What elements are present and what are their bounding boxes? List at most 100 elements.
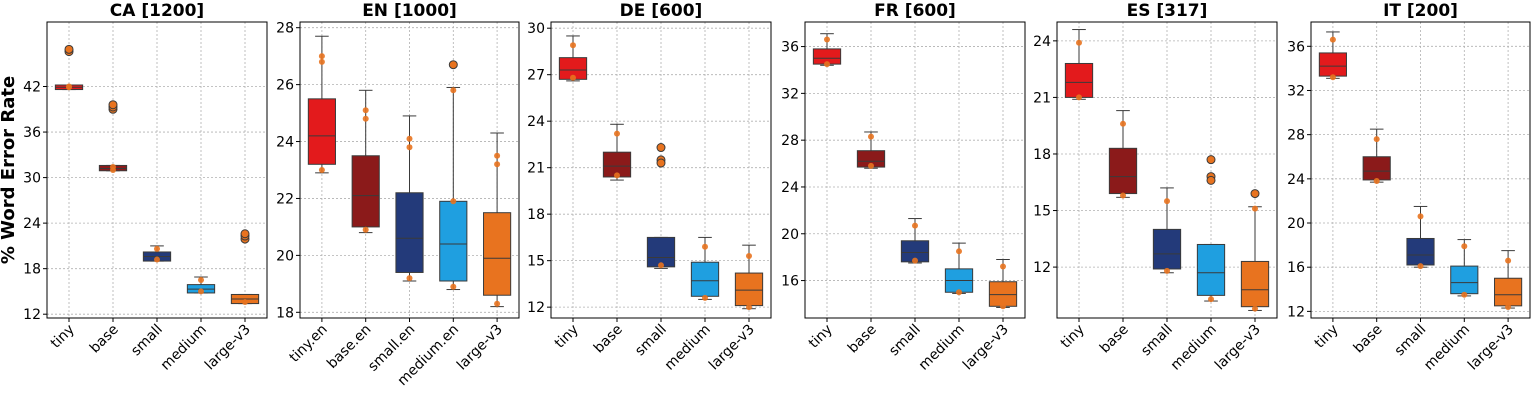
data-point: [1461, 243, 1468, 250]
iqr-box: [351, 155, 380, 228]
box-small: [1152, 187, 1182, 274]
data-point: [702, 294, 708, 301]
x-tick-label: medium: [662, 322, 714, 374]
data-point: [1208, 296, 1214, 303]
data-point: [1505, 257, 1512, 264]
outlier-point: [64, 44, 74, 54]
box-large-v3: [1494, 250, 1523, 310]
box-base: [98, 100, 128, 173]
panel-de: 12 15 18 21 24 27 30 tiny base smallmediumlarge-v…: [527, 1, 772, 374]
box-large-v3: [734, 244, 764, 311]
data-point: [868, 162, 874, 169]
data-point: [1417, 263, 1424, 270]
data-point: [1329, 74, 1336, 81]
data-point: [1461, 291, 1468, 298]
y-tick-label: 18: [527, 207, 545, 223]
iqr-box: [1450, 265, 1479, 295]
data-point: [1164, 267, 1170, 274]
outlier-point: [1206, 175, 1216, 185]
y-tick-label: 21: [1033, 90, 1051, 106]
y-tick-label: 24: [276, 135, 294, 151]
data-point: [318, 53, 325, 60]
box-medium: [1196, 155, 1226, 303]
data-point: [1252, 305, 1258, 312]
x-tick-label: small: [886, 322, 924, 360]
x-tick-label: large-v3: [706, 322, 758, 374]
data-point: [746, 304, 752, 311]
y-tick-label: 32: [781, 86, 799, 102]
y-tick-label: 36: [1287, 39, 1305, 55]
data-point: [1000, 263, 1006, 270]
y-tick-label: 20: [781, 227, 799, 243]
y-tick-label: 16: [1287, 260, 1305, 276]
box-tiny: [1064, 29, 1094, 101]
iqr-box: [1152, 228, 1182, 270]
x-tick-label: small: [1138, 322, 1176, 360]
data-point: [824, 36, 830, 43]
box-tiny: [54, 44, 84, 91]
data-point: [746, 253, 752, 260]
outlier-point: [656, 143, 666, 153]
outlier-point: [448, 60, 458, 70]
data-point: [1164, 198, 1170, 205]
y-tick-label: 20: [1287, 216, 1305, 232]
y-tick-label: 28: [276, 21, 294, 37]
data-point: [198, 288, 204, 295]
y-tick-label: 24: [1033, 34, 1051, 50]
x-tick-label: large-v3: [1212, 322, 1264, 374]
y-tick-label: 18: [276, 305, 294, 321]
x-tick-label: medium: [916, 322, 968, 374]
x-tick-label: tiny: [1058, 322, 1088, 352]
data-point: [1505, 303, 1512, 310]
data-point: [362, 107, 369, 114]
y-tick-label: 28: [781, 133, 799, 149]
x-tick-label: base: [845, 322, 880, 357]
data-point: [912, 222, 918, 229]
y-tick-label: 21: [527, 161, 545, 177]
x-tick-label: base: [1097, 322, 1132, 357]
panel-title: DE [600]: [620, 1, 703, 21]
panel-title: ES [317]: [1127, 1, 1208, 21]
data-point: [1120, 192, 1126, 199]
y-tick-label: 26: [276, 78, 294, 94]
data-point: [956, 248, 962, 255]
data-point: [318, 167, 325, 173]
data-point: [450, 87, 457, 94]
box-large-v3: [483, 132, 512, 308]
box-small: [646, 143, 676, 269]
box-tiny: [1318, 31, 1347, 81]
x-tick-label: large-v3: [454, 322, 506, 374]
data-point: [450, 283, 457, 290]
box-large-v3: [988, 259, 1018, 310]
iqr-box: [1108, 147, 1138, 195]
panel-title: CA [1200]: [110, 1, 204, 21]
box-base.en: [351, 89, 380, 234]
data-point: [1329, 36, 1336, 43]
y-tick-label: 30: [527, 21, 545, 37]
iqr-box: [395, 192, 424, 273]
y-tick-label: 22: [276, 191, 294, 207]
data-point: [912, 257, 918, 264]
box-base: [856, 131, 886, 169]
data-point: [1076, 39, 1082, 46]
data-point: [1120, 120, 1126, 127]
panel-title: EN [1000]: [362, 1, 457, 21]
x-tick-label: small: [1392, 322, 1430, 360]
x-tick-label: tiny: [48, 322, 78, 352]
data-point: [362, 115, 369, 122]
y-axis-label: % Word Error Rate: [0, 76, 19, 264]
iqr-box: [483, 212, 512, 296]
data-point: [450, 198, 457, 205]
y-tick-label: 24: [23, 216, 41, 232]
data-point: [956, 289, 962, 296]
box-tiny.en: [307, 35, 336, 174]
y-tick-label: 20: [276, 248, 294, 264]
iqr-box: [988, 281, 1018, 307]
box-tiny: [812, 33, 842, 68]
data-point: [868, 133, 874, 140]
x-tick-label: base: [591, 322, 626, 357]
box-base: [1362, 128, 1391, 185]
y-tick-label: 42: [23, 80, 41, 96]
